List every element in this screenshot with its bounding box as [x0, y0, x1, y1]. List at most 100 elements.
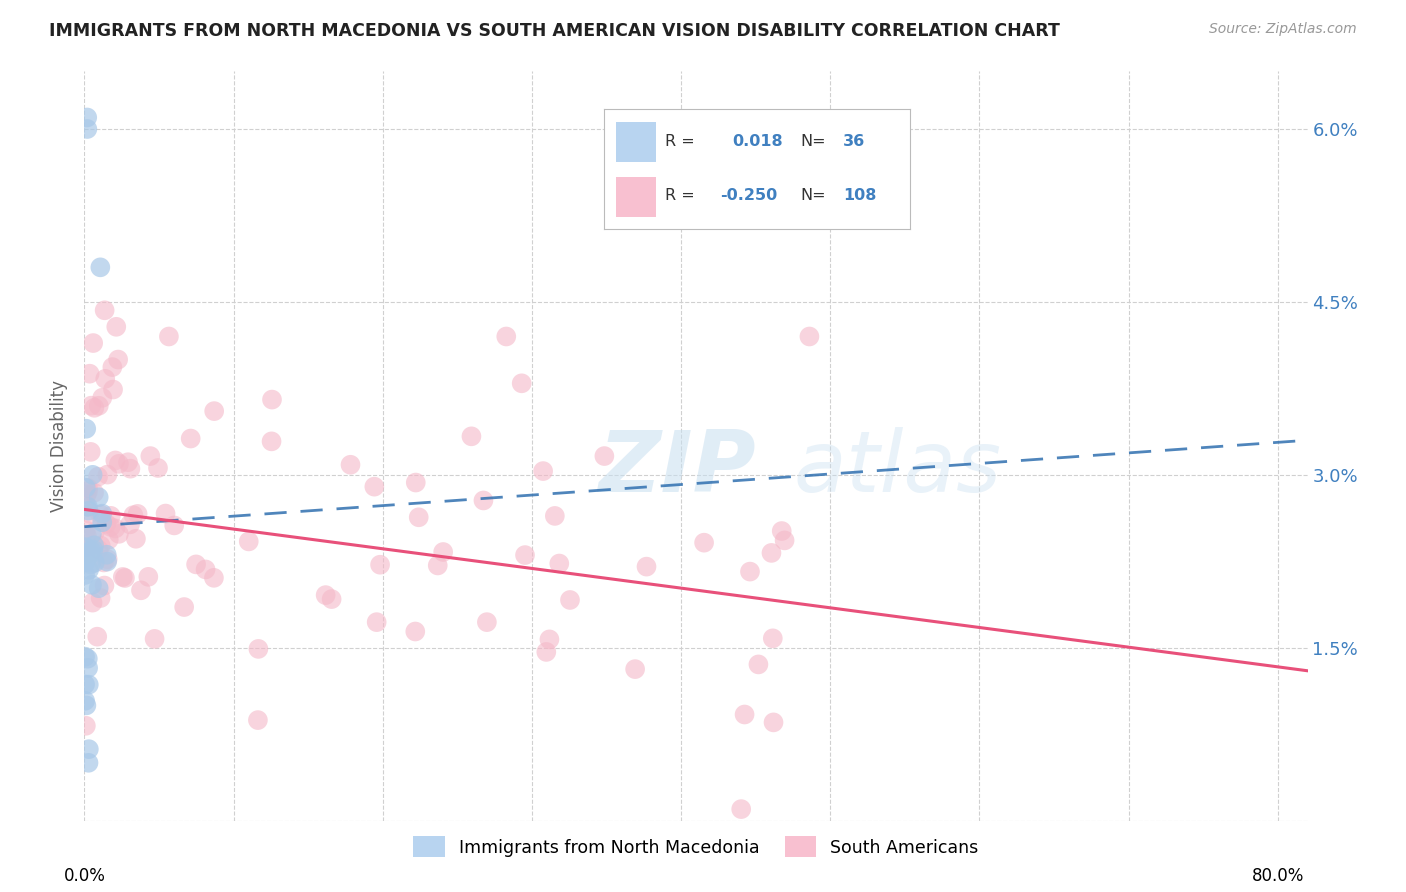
- Point: [770, 524, 793, 538]
- Point: [404, 624, 426, 639]
- Point: [96, 467, 118, 482]
- Point: [101, 383, 124, 397]
- Point: [96, 548, 118, 562]
- Point: [93, 556, 115, 570]
- Point: [76, 529, 98, 543]
- Point: [495, 329, 517, 343]
- Text: 80.0%: 80.0%: [1251, 867, 1303, 885]
- Point: [513, 548, 536, 562]
- Point: [75, 481, 97, 495]
- Point: [80, 558, 103, 572]
- Point: [246, 713, 269, 727]
- Point: [100, 520, 122, 534]
- Point: [180, 432, 202, 446]
- Text: IMMIGRANTS FROM NORTH MACEDONIA VS SOUTH AMERICAN VISION DISABILITY CORRELATION : IMMIGRANTS FROM NORTH MACEDONIA VS SOUTH…: [49, 22, 1060, 40]
- Point: [247, 641, 270, 656]
- Point: [544, 508, 567, 523]
- Point: [75, 548, 97, 562]
- Point: [97, 533, 120, 547]
- Point: [107, 352, 129, 367]
- Point: [96, 555, 118, 569]
- Point: [96, 516, 118, 531]
- Point: [87, 399, 110, 413]
- Point: [77, 678, 100, 692]
- Point: [408, 510, 430, 524]
- Point: [173, 600, 195, 615]
- Point: [157, 329, 180, 343]
- Point: [100, 508, 122, 523]
- Text: atlas: atlas: [794, 427, 1002, 510]
- Point: [762, 715, 785, 730]
- Point: [77, 503, 100, 517]
- Point: [76, 487, 98, 501]
- Point: [83, 401, 105, 415]
- Point: [76, 122, 98, 136]
- Point: [127, 507, 149, 521]
- Point: [536, 645, 558, 659]
- Point: [91, 507, 114, 521]
- Point: [636, 559, 658, 574]
- Point: [194, 562, 217, 576]
- Point: [363, 480, 385, 494]
- Point: [122, 508, 145, 523]
- Point: [405, 475, 427, 490]
- Text: 0.0%: 0.0%: [63, 867, 105, 885]
- Point: [87, 490, 110, 504]
- Point: [89, 260, 111, 275]
- Point: [82, 467, 104, 482]
- Point: [93, 578, 115, 592]
- Point: [108, 457, 131, 471]
- Point: [83, 538, 105, 552]
- Point: [79, 367, 101, 381]
- Point: [738, 565, 761, 579]
- Point: [184, 558, 207, 572]
- Point: [558, 593, 581, 607]
- Point: [87, 581, 110, 595]
- Point: [77, 563, 100, 577]
- Point: [75, 694, 97, 708]
- Point: [624, 662, 647, 676]
- Point: [155, 507, 177, 521]
- Point: [773, 533, 796, 548]
- Point: [86, 630, 108, 644]
- Point: [761, 546, 783, 560]
- Point: [799, 329, 821, 343]
- Point: [368, 558, 391, 572]
- Point: [472, 493, 495, 508]
- Point: [80, 527, 103, 541]
- Text: ZIP: ZIP: [598, 427, 756, 510]
- Point: [108, 526, 131, 541]
- Point: [136, 570, 159, 584]
- Point: [83, 485, 105, 500]
- Point: [77, 661, 100, 675]
- Point: [475, 615, 498, 629]
- Point: [139, 449, 162, 463]
- Point: [77, 742, 100, 756]
- Point: [77, 756, 100, 770]
- Point: [238, 534, 260, 549]
- Point: [114, 571, 136, 585]
- Point: [118, 517, 141, 532]
- Point: [90, 591, 112, 605]
- Point: [89, 508, 111, 522]
- Point: [75, 555, 97, 569]
- Point: [202, 404, 225, 418]
- Point: [75, 540, 97, 554]
- Point: [80, 445, 103, 459]
- Point: [82, 596, 104, 610]
- Point: [202, 571, 225, 585]
- Point: [77, 484, 100, 499]
- Point: [531, 464, 554, 478]
- Point: [730, 802, 752, 816]
- Point: [117, 455, 139, 469]
- Point: [79, 507, 101, 521]
- Point: [432, 545, 454, 559]
- Point: [120, 461, 142, 475]
- Point: [163, 518, 186, 533]
- Point: [111, 570, 134, 584]
- Point: [146, 461, 169, 475]
- Point: [77, 549, 100, 563]
- Point: [260, 434, 283, 449]
- Point: [101, 360, 124, 375]
- Point: [593, 449, 616, 463]
